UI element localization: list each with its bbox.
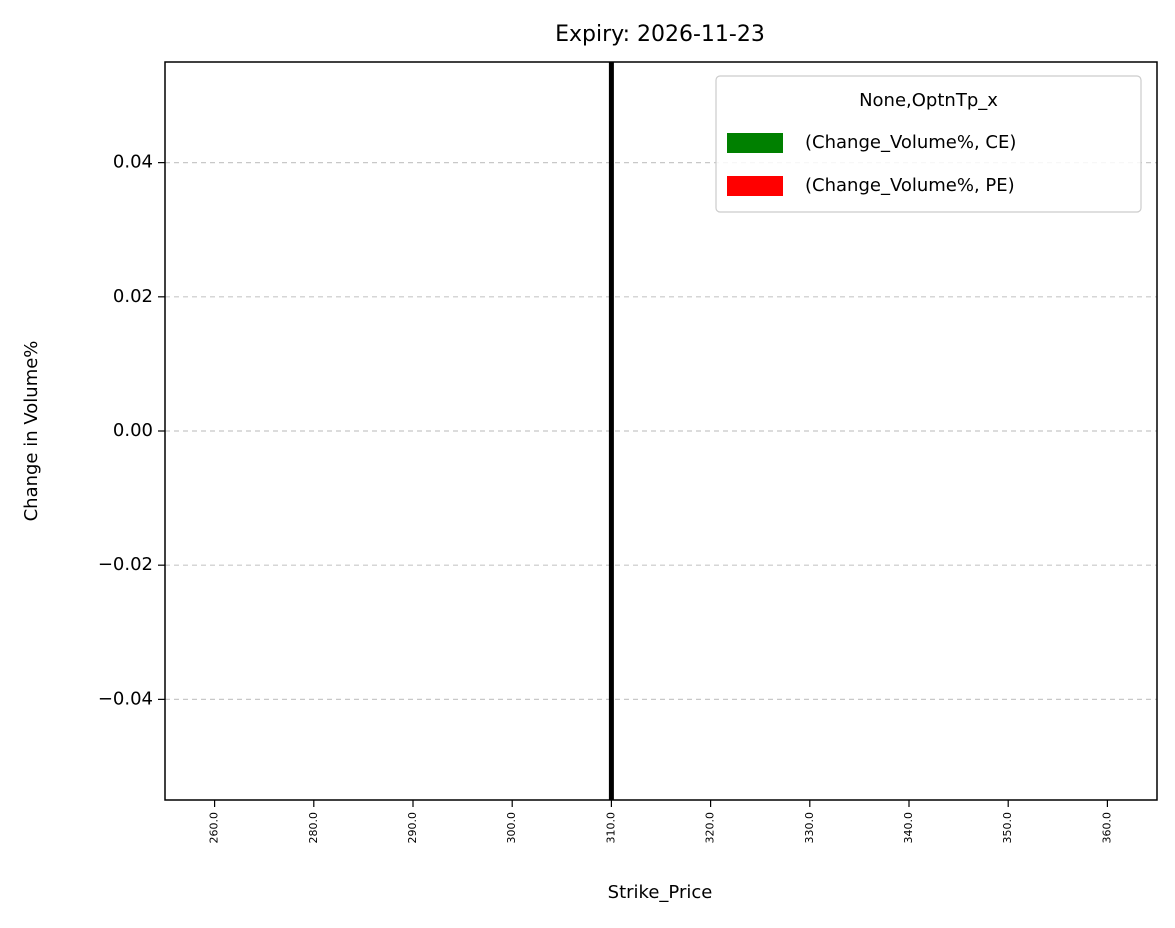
x-tick-label: 260.0 (208, 812, 221, 844)
legend-box (715, 75, 1142, 213)
legend-title: None,OptnTp_x (859, 90, 998, 111)
y-tick-label: 0.00 (113, 420, 153, 441)
x-tick-label: 330.0 (803, 812, 816, 844)
y-tick-label: 0.04 (113, 152, 153, 173)
x-tick-label: 290.0 (406, 812, 419, 844)
x-tick-label: 300.0 (505, 812, 518, 844)
plot-frame (164, 61, 1158, 801)
x-tick-label: 340.0 (902, 812, 915, 844)
legend-label: (Change_Volume%, CE) (805, 132, 1016, 153)
x-tick-label: 280.0 (307, 812, 320, 844)
x-tick-label: 360.0 (1100, 812, 1113, 844)
chart-title: Expiry: 2026-11-23 (555, 22, 765, 47)
legend-swatch (727, 176, 783, 196)
y-tick-label: −0.02 (98, 554, 153, 575)
x-tick-label: 320.0 (704, 812, 717, 844)
x-tick-label: 350.0 (1001, 812, 1014, 844)
y-axis-label: Change in Volume% (21, 341, 42, 522)
y-tick-label: −0.04 (98, 688, 153, 709)
x-tick-label: 310.0 (604, 812, 617, 844)
x-axis-label: Strike_Price (608, 882, 713, 903)
legend-swatch (727, 133, 783, 153)
legend-label: (Change_Volume%, PE) (805, 175, 1015, 196)
y-tick-label: 0.02 (113, 286, 153, 307)
